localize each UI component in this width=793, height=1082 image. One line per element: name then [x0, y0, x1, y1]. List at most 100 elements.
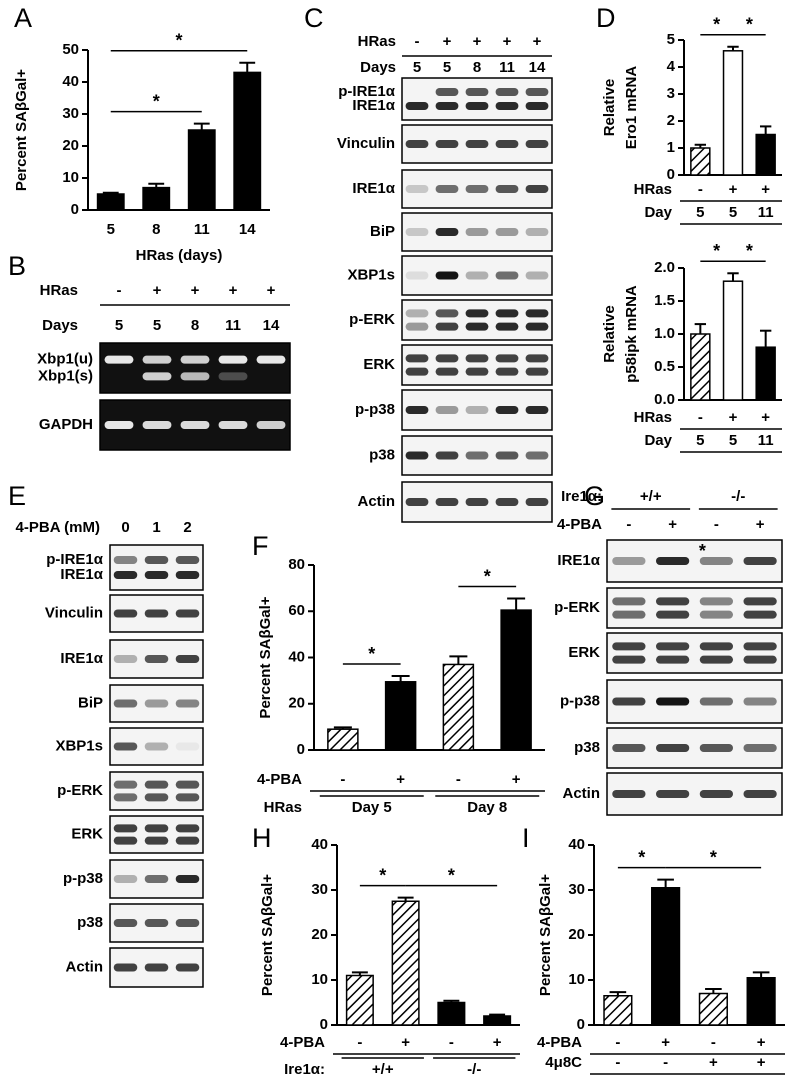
- bar: [755, 346, 776, 401]
- panel-letter: D: [596, 3, 616, 33]
- band: [656, 557, 690, 565]
- group-label: -/-: [731, 488, 745, 505]
- band: [495, 271, 519, 280]
- band: [495, 406, 519, 414]
- band: [405, 498, 429, 506]
- row-label: p-ERK: [349, 311, 395, 328]
- band: [405, 354, 429, 363]
- bar: [233, 71, 262, 211]
- band: [175, 875, 200, 883]
- x-tick-label: 8: [152, 221, 160, 238]
- y-tick-label: 40: [62, 73, 79, 90]
- lane-label: 1: [152, 519, 160, 536]
- significance-label: *: [713, 15, 720, 35]
- y-tick-label: 0.5: [654, 358, 675, 375]
- condition-value: +: [512, 771, 521, 788]
- band: [656, 744, 690, 752]
- lane-label: +: [533, 33, 542, 50]
- band: [612, 610, 646, 619]
- band: [175, 571, 200, 579]
- y-tick-label: 10: [62, 169, 79, 186]
- lane-label: 11: [225, 317, 241, 334]
- bar: [142, 186, 171, 211]
- bar: [442, 663, 475, 751]
- condition-value: 11: [758, 432, 774, 449]
- band: [465, 451, 489, 460]
- significance-label: *: [484, 566, 491, 586]
- y-tick-label: 30: [568, 881, 585, 898]
- band: [435, 451, 459, 460]
- band: [699, 597, 733, 606]
- row-label: p38: [77, 914, 103, 931]
- condition-name: 4μ8C: [545, 1054, 582, 1071]
- band: [525, 185, 549, 193]
- row-label: p-ERK: [57, 782, 103, 799]
- blot-image: [109, 771, 204, 811]
- band: [175, 963, 200, 972]
- row-label: XBP1s: [347, 266, 395, 283]
- y-tick-label: 40: [568, 836, 585, 853]
- lane-label: 5: [443, 59, 451, 76]
- blot-image: [606, 632, 783, 674]
- band: [405, 309, 429, 318]
- band: [465, 140, 489, 148]
- band: [175, 609, 200, 618]
- condition-name: Day: [644, 204, 672, 221]
- band: [743, 557, 777, 565]
- y-axis-label: Relative: [601, 305, 618, 363]
- band: [144, 699, 169, 708]
- band: [612, 655, 646, 664]
- band: [465, 367, 489, 376]
- condition-value: -: [615, 1034, 620, 1051]
- row-label: IRE1α: [60, 650, 103, 667]
- band: [656, 655, 690, 664]
- bar: [698, 992, 728, 1026]
- significance-label: *: [175, 31, 182, 51]
- band: [435, 322, 459, 331]
- band: [218, 355, 248, 364]
- band: [699, 642, 733, 651]
- header-name: Ire1α:: [561, 488, 602, 505]
- y-tick-label: 3: [667, 85, 675, 102]
- band: [465, 102, 489, 110]
- band: [525, 271, 549, 280]
- band: [465, 185, 489, 193]
- row-label: ERK: [568, 644, 600, 661]
- band: [495, 309, 519, 318]
- condition-name: 4-PBA: [537, 1034, 582, 1051]
- bar: [651, 887, 681, 1026]
- band: [435, 354, 459, 363]
- blot-image: [606, 539, 783, 583]
- row-label: p-ERK: [554, 599, 600, 616]
- band: [612, 642, 646, 651]
- condition-value: -: [663, 1054, 668, 1071]
- y-axis-label: Percent SAβGal+: [257, 596, 274, 718]
- band: [175, 836, 200, 845]
- x-tick-label: 14: [239, 221, 256, 238]
- lane-label: +: [473, 33, 482, 50]
- band: [525, 322, 549, 331]
- condition-value: -: [449, 1034, 454, 1051]
- blot-image: [109, 544, 204, 591]
- bar: [690, 147, 711, 176]
- band: [256, 421, 286, 429]
- panel-letter: C: [304, 3, 324, 33]
- band: [435, 140, 459, 148]
- band: [495, 102, 519, 110]
- row-label: IRE1α: [557, 552, 600, 569]
- row-label: p-p38: [63, 870, 103, 887]
- band: [144, 836, 169, 845]
- bar: [483, 1015, 512, 1026]
- band: [104, 355, 134, 364]
- group-label: +/+: [640, 488, 662, 505]
- lane-label: 5: [115, 317, 123, 334]
- band: [612, 597, 646, 606]
- y-tick-label: 30: [311, 881, 328, 898]
- lane-label: 14: [263, 317, 280, 334]
- condition-name: HRas: [264, 799, 302, 816]
- row-label: IRE1α: [352, 97, 395, 114]
- band: [405, 228, 429, 236]
- significance-label: *: [746, 241, 753, 261]
- y-tick-label: 0: [320, 1016, 328, 1033]
- significance-label: *: [746, 15, 753, 35]
